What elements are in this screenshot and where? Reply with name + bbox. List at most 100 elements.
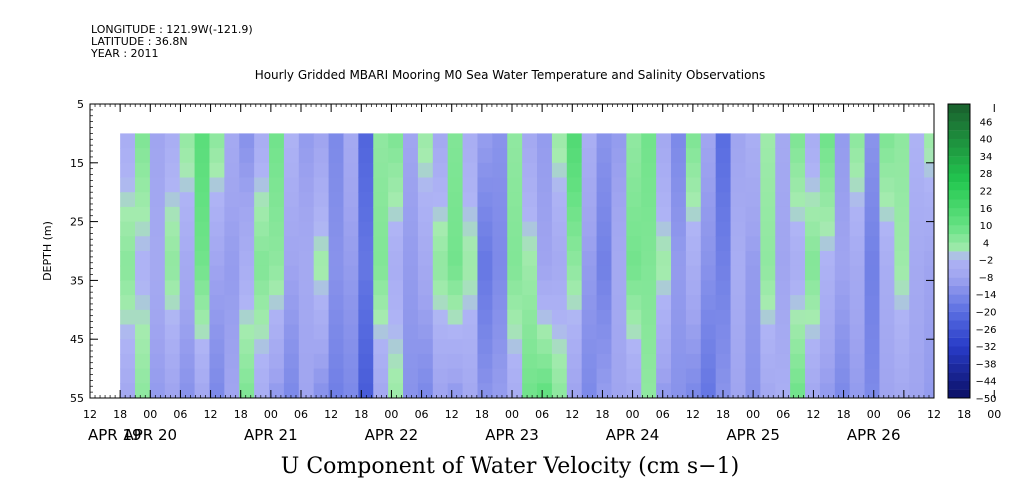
- heatmap-cell: [477, 339, 493, 355]
- heatmap-cell: [611, 280, 627, 296]
- heatmap-cell: [864, 206, 881, 223]
- heatmap-cell: [760, 309, 776, 326]
- heatmap-cell: [522, 339, 538, 355]
- heatmap-cell: [819, 265, 836, 281]
- heatmap-cell: [730, 265, 747, 281]
- heatmap-cell: [611, 295, 627, 311]
- heatmap-cell: [775, 295, 791, 311]
- heatmap-cell: [596, 353, 613, 370]
- heatmap-cell: [462, 339, 479, 355]
- heatmap-cell: [656, 177, 672, 193]
- heatmap-cell: [507, 162, 523, 179]
- heatmap-cell: [551, 148, 568, 164]
- axes: 5 15 25 35 45 55 DEPTH (m) 12 18 00 06 12 18 00 06 12 18…: [41, 98, 1001, 444]
- colorbar-label: 4: [983, 238, 989, 249]
- y-axis-title: DEPTH (m): [41, 221, 54, 281]
- heatmap-cell: [834, 251, 851, 267]
- heatmap-cell: [328, 148, 345, 164]
- heatmap-cell: [194, 324, 211, 340]
- heatmap-cell: [283, 206, 300, 223]
- heatmap-cell: [656, 368, 672, 384]
- heatmap-cell: [254, 177, 270, 193]
- heatmap-cell: [477, 353, 493, 370]
- colorbar-segment: [948, 233, 970, 243]
- y-tick-label: 45: [70, 333, 84, 346]
- x-day-label: APR 24: [606, 426, 660, 444]
- heatmap-cell: [790, 383, 806, 398]
- x-tick-label: 06: [656, 408, 670, 421]
- x-axis-title: U Component of Water Velocity (cm s−1): [280, 454, 740, 479]
- heatmap-cell: [522, 295, 538, 311]
- longitude-label: LONGITUDE : 121.9W(-121.9): [91, 23, 253, 36]
- heatmap-cell: [715, 162, 732, 179]
- heatmap-cell: [715, 309, 732, 326]
- heatmap-cell: [685, 295, 702, 311]
- heatmap-cell: [283, 280, 300, 296]
- heatmap-cell: [790, 295, 806, 311]
- heatmap-cell: [909, 368, 925, 384]
- heatmap-cell: [700, 295, 717, 311]
- y-tick-label: 25: [70, 216, 84, 229]
- heatmap-cell: [224, 324, 240, 340]
- heatmap-cell: [343, 133, 359, 149]
- heatmap-cell: [239, 148, 255, 164]
- heatmap-cell: [135, 339, 151, 355]
- heatmap-cell: [641, 177, 657, 193]
- heatmap-cell: [298, 324, 315, 340]
- heatmap-cell: [715, 148, 732, 164]
- heatmap-cell: [834, 162, 851, 179]
- heatmap-cell: [760, 251, 776, 267]
- heatmap-cell: [834, 383, 851, 398]
- heatmap-cell: [507, 353, 523, 370]
- heatmap-cell: [671, 280, 687, 296]
- heatmap-cell: [194, 295, 211, 311]
- heatmap-cell: [403, 221, 419, 237]
- heatmap-cell: [864, 368, 881, 384]
- heatmap-cell: [685, 177, 702, 193]
- x-tick-label: 06: [776, 408, 790, 421]
- heatmap-cell: [462, 133, 479, 149]
- heatmap-cell: [209, 133, 225, 149]
- heatmap-cell: [566, 192, 583, 208]
- heatmap-cell: [507, 148, 523, 164]
- heatmap-cell: [194, 251, 211, 267]
- heatmap-cell: [313, 162, 330, 179]
- heatmap-cell: [358, 221, 374, 237]
- colorbar-segment: [948, 216, 970, 226]
- heatmap-cell: [849, 280, 866, 296]
- heatmap-cell: [164, 236, 181, 252]
- heatmap-cell: [283, 192, 300, 208]
- colorbar-segment: [948, 354, 970, 364]
- heatmap-cell: [328, 295, 345, 311]
- heatmap-cell: [611, 206, 627, 223]
- heatmap-cell: [611, 339, 627, 355]
- heatmap-cell: [507, 295, 523, 311]
- heatmap-cell: [671, 295, 687, 311]
- heatmap-cell: [239, 192, 255, 208]
- heatmap-cell: [775, 148, 791, 164]
- heatmap-cell: [775, 206, 791, 223]
- heatmap-cell: [626, 309, 642, 326]
- heatmap-cell: [626, 221, 642, 237]
- heatmap-cell: [745, 368, 761, 384]
- heatmap-cell: [120, 236, 136, 252]
- heatmap-cell: [343, 280, 359, 296]
- heatmap-cell: [164, 177, 181, 193]
- heatmap-cell: [894, 353, 910, 370]
- heatmap-cell: [298, 177, 315, 193]
- colorbar-label: 28: [980, 169, 993, 180]
- heatmap-cell: [730, 295, 747, 311]
- heatmap-cell: [566, 133, 583, 149]
- heatmap-cell: [388, 221, 404, 237]
- heatmap-cell: [849, 177, 866, 193]
- heatmap-cell: [432, 251, 449, 267]
- heatmap-cell: [596, 295, 613, 311]
- heatmap-cell: [358, 353, 374, 370]
- heatmap-cell: [179, 265, 196, 281]
- heatmap-cell: [805, 295, 821, 311]
- heatmap-cell: [492, 251, 508, 267]
- heatmap-cell: [909, 236, 925, 252]
- heatmap-cell: [849, 133, 866, 149]
- heatmap-cell: [403, 206, 419, 223]
- heatmap-cell: [909, 339, 925, 355]
